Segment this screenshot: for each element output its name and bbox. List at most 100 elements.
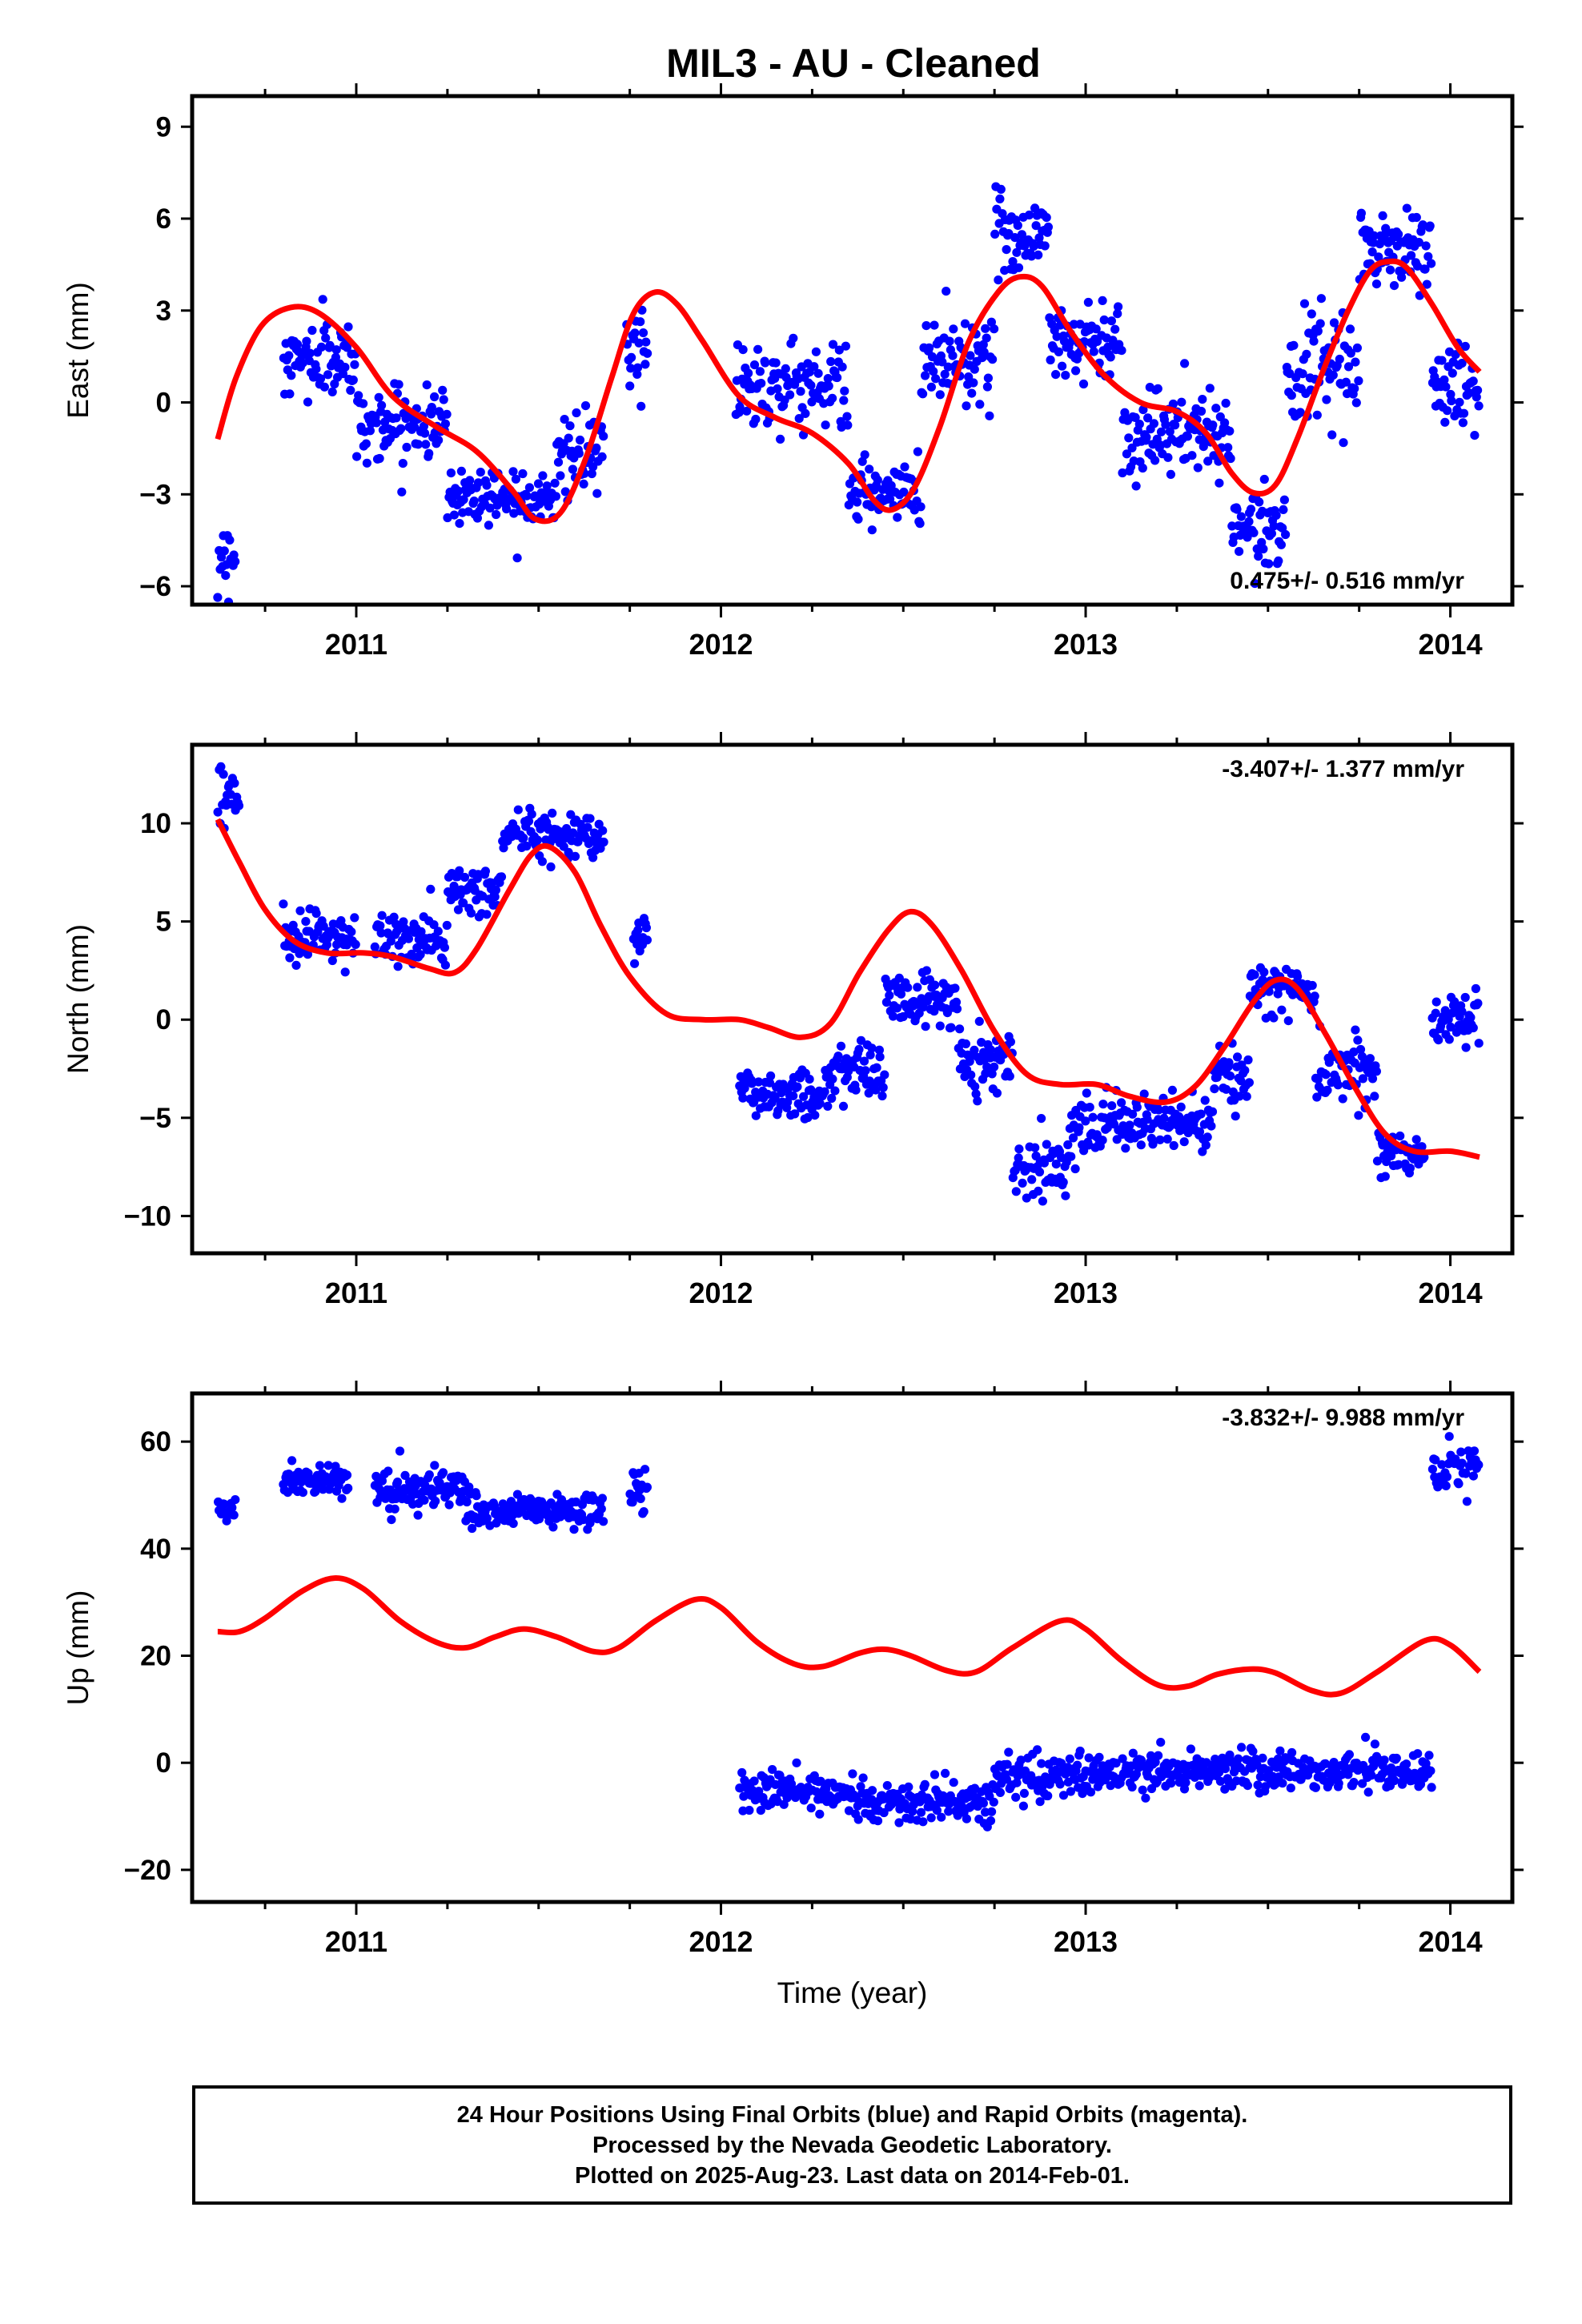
data-point <box>1413 1749 1423 1759</box>
data-point <box>1443 406 1452 416</box>
data-point <box>332 940 342 950</box>
data-point <box>1154 1105 1163 1115</box>
data-point <box>1125 1120 1134 1130</box>
data-point <box>508 1518 518 1528</box>
data-point <box>1128 1109 1138 1119</box>
caption-line-1: 24 Hour Positions Using Final Orbits (bl… <box>456 2101 1248 2128</box>
data-point <box>1287 391 1296 400</box>
data-point <box>1369 231 1379 240</box>
data-point <box>639 1507 648 1517</box>
data-point <box>904 1782 913 1791</box>
data-point <box>1081 1116 1090 1126</box>
data-point <box>853 497 862 507</box>
data-point <box>1156 1738 1166 1747</box>
data-point <box>970 1082 980 1092</box>
data-point <box>298 1488 307 1498</box>
data-point <box>551 492 561 501</box>
data-point <box>776 434 785 444</box>
data-point <box>1389 281 1399 291</box>
data-point <box>375 921 385 931</box>
x-tick-label: 2011 <box>325 628 387 661</box>
data-point <box>394 380 404 389</box>
data-point <box>948 351 958 360</box>
data-point <box>453 486 464 496</box>
data-point <box>1223 443 1233 452</box>
data-point <box>491 885 501 895</box>
data-point <box>1226 1072 1235 1081</box>
y-tick-label: 10 <box>140 808 171 839</box>
data-point <box>1379 1755 1389 1765</box>
data-point <box>1195 1127 1205 1136</box>
data-point <box>806 380 816 390</box>
data-point <box>973 1096 982 1106</box>
data-point <box>952 1004 962 1014</box>
data-point <box>496 872 507 882</box>
data-point <box>1106 352 1115 362</box>
data-point <box>485 503 495 513</box>
data-point <box>1046 355 1055 365</box>
data-point <box>873 475 882 485</box>
data-point <box>347 927 356 937</box>
data-point <box>785 390 795 400</box>
data-point <box>931 374 941 384</box>
data-point <box>898 1011 908 1022</box>
data-point <box>935 390 945 400</box>
data-point <box>1424 1751 1434 1760</box>
data-point <box>460 872 470 883</box>
data-point <box>1177 397 1186 407</box>
data-point <box>1327 430 1337 440</box>
data-point <box>770 1093 780 1103</box>
data-point <box>803 1112 813 1123</box>
data-point <box>838 1101 849 1111</box>
data-point <box>348 375 358 385</box>
data-point <box>1276 540 1286 549</box>
data-point <box>1353 1035 1363 1045</box>
data-point <box>796 387 805 396</box>
data-point <box>1143 413 1153 423</box>
data-point <box>765 1078 775 1088</box>
data-point <box>1259 474 1269 485</box>
data-point <box>465 476 475 485</box>
data-point <box>771 358 781 368</box>
data-point <box>941 1768 950 1778</box>
data-point <box>1307 980 1317 991</box>
data-point <box>1179 1137 1189 1147</box>
data-point <box>340 967 350 977</box>
data-point <box>1358 1074 1367 1084</box>
data-point <box>1454 1479 1464 1489</box>
data-point <box>323 1461 333 1470</box>
data-point <box>1034 1167 1045 1177</box>
data-point <box>1068 1133 1078 1143</box>
data-point <box>1235 1092 1244 1101</box>
data-point <box>990 1062 999 1072</box>
data-point <box>311 364 321 374</box>
data-point <box>1312 1092 1322 1102</box>
data-point <box>1323 1085 1332 1095</box>
data-point <box>416 927 426 936</box>
data-point <box>1437 356 1447 365</box>
data-point <box>892 1003 902 1013</box>
data-point <box>342 343 352 352</box>
data-point <box>1402 203 1411 213</box>
data-point <box>865 1050 875 1059</box>
data-point <box>745 1805 754 1815</box>
data-point <box>1146 1751 1156 1760</box>
east-frame <box>190 94 1515 607</box>
data-point <box>1274 556 1283 566</box>
data-point <box>433 927 443 936</box>
data-point <box>1114 302 1123 312</box>
data-point <box>480 866 491 876</box>
data-point <box>1091 324 1101 334</box>
data-point <box>900 462 909 472</box>
data-point <box>811 347 821 356</box>
data-point <box>1431 997 1441 1007</box>
east-velocity-annotation: 0.475+/- 0.516 mm/yr <box>1230 568 1464 594</box>
data-point <box>1234 1754 1243 1763</box>
data-point <box>1370 1092 1379 1101</box>
data-point <box>331 345 341 355</box>
data-point <box>291 960 301 970</box>
data-point <box>1394 229 1403 239</box>
data-point <box>1211 404 1221 413</box>
data-point <box>986 1045 996 1055</box>
north-frame <box>190 742 1515 1256</box>
